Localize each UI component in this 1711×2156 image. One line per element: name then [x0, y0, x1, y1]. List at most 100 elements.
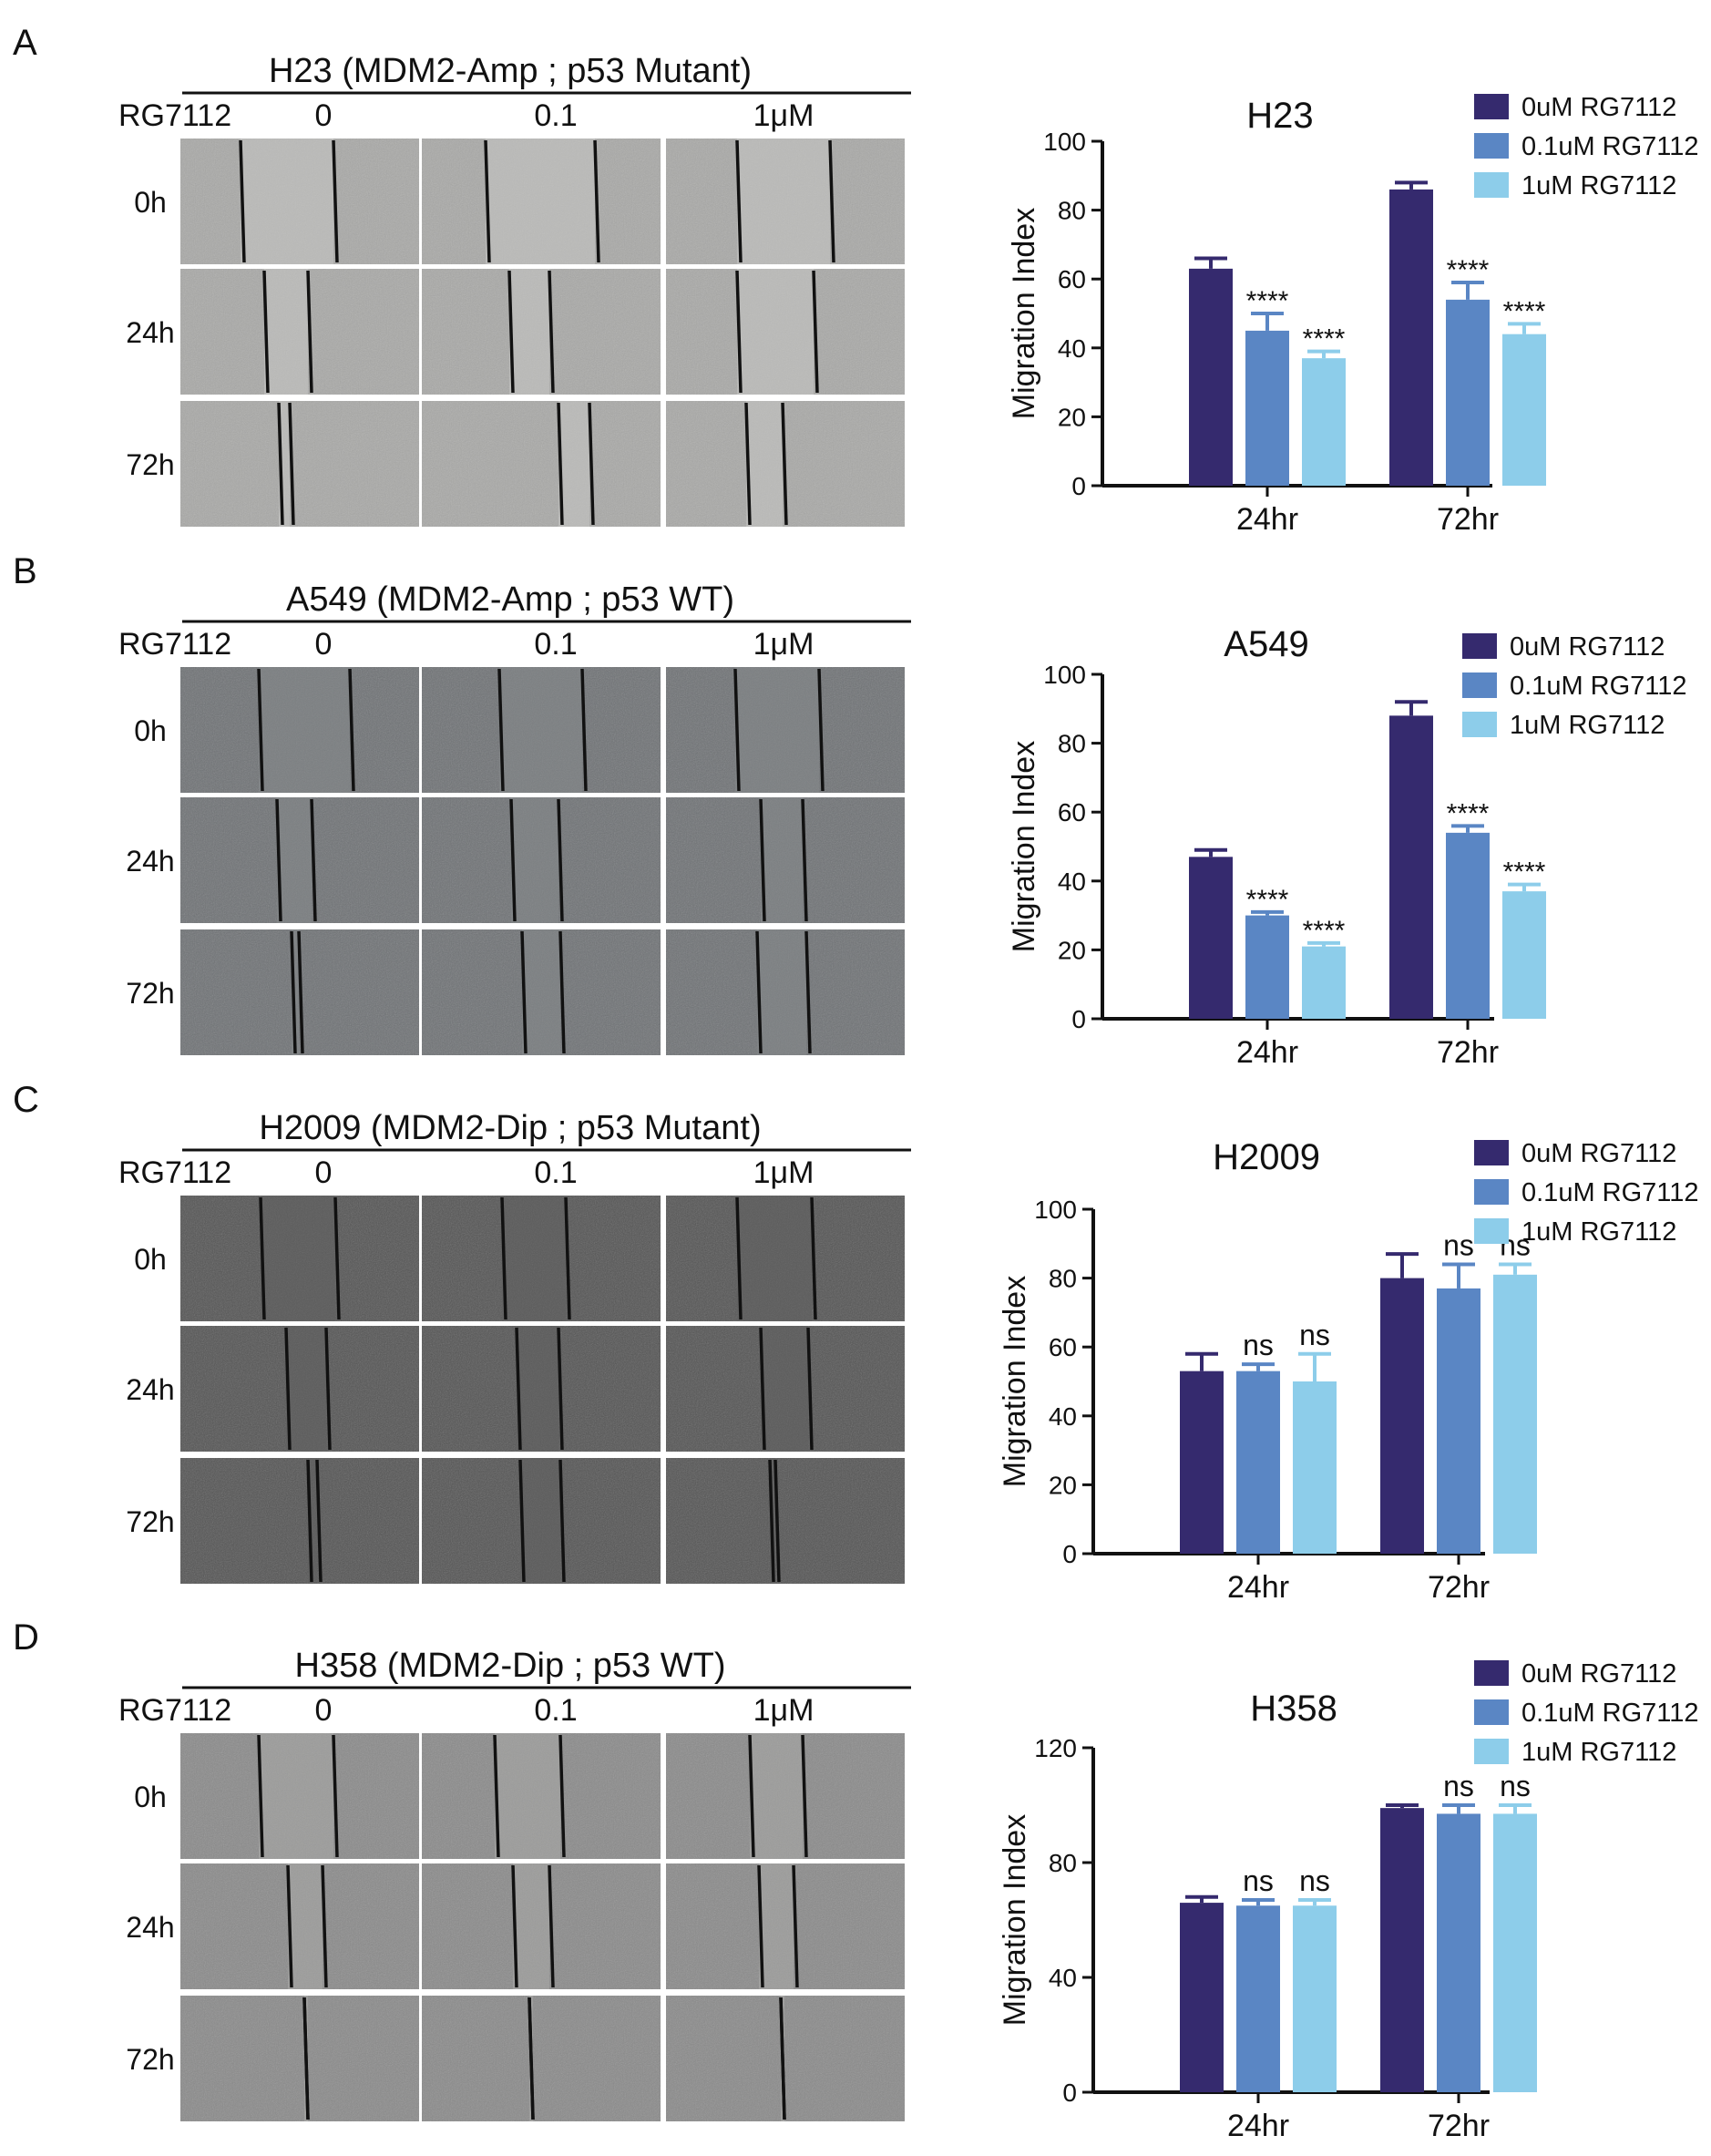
- image-panel-a: A H23 (MDM2-Amp ; p53 Mutant) RG7112 0 0.1 1μ…: [13, 23, 911, 527]
- time-label: 0h: [134, 1243, 167, 1276]
- y-axis-label: Migration Index: [998, 1814, 1032, 2026]
- bar: [1180, 1903, 1224, 2092]
- chart-title: H23: [1246, 96, 1313, 136]
- y-tick-label: 100: [1034, 1196, 1077, 1224]
- legend-label: 1uM RG7112: [1521, 171, 1676, 200]
- concentration-label: 0.1: [534, 98, 577, 133]
- scratch-image: [180, 797, 419, 923]
- chart-title: A549: [1224, 624, 1308, 664]
- y-tick-label: 20: [1058, 936, 1086, 964]
- legend-label: 0.1uM RG7112: [1510, 672, 1687, 701]
- wound-gap: [757, 929, 806, 1055]
- wound-gap: [558, 401, 589, 527]
- wound-gap: [761, 797, 803, 923]
- wound-edge-line: [548, 1864, 555, 1988]
- legend-swatch: [1474, 133, 1509, 159]
- legend-label: 0uM RG7112: [1521, 1139, 1676, 1168]
- time-label: 24h: [126, 1373, 174, 1406]
- significance-label: ns: [1299, 1864, 1330, 1897]
- x-tick-label: 72hr: [1437, 1035, 1499, 1070]
- wound-edge-line: [759, 1327, 766, 1451]
- wound-edge-line: [817, 668, 825, 792]
- significance-label: ns: [1500, 1770, 1531, 1802]
- wound-edge-line: [806, 1327, 814, 1451]
- wound-edge-line: [500, 1196, 507, 1320]
- bar: [1493, 1274, 1537, 1554]
- wound-edge-line: [275, 798, 282, 922]
- legend-swatch: [1474, 1140, 1509, 1165]
- wound-gap: [737, 139, 830, 264]
- wound-edge-line: [302, 1997, 310, 2120]
- wound-gap: [288, 1863, 323, 1989]
- wound-gap: [511, 797, 558, 923]
- legend-label: 0.1uM RG7112: [1521, 1699, 1699, 1728]
- bar: [1189, 268, 1233, 486]
- wound-edge-line: [744, 402, 752, 526]
- wound-gap: [308, 1458, 317, 1584]
- wound-edge-line: [493, 1734, 500, 1858]
- y-tick-label: 40: [1058, 334, 1086, 363]
- bar: [1446, 832, 1490, 1019]
- significance-label: ****: [1246, 286, 1289, 316]
- y-tick-label: 120: [1034, 1734, 1077, 1762]
- wound-edge-line: [774, 1459, 781, 1583]
- wound-gap: [737, 269, 814, 395]
- scratch-image: [666, 1458, 905, 1584]
- wound-edge-line: [507, 270, 515, 394]
- bar: [1437, 1288, 1480, 1554]
- wound-edge-line: [759, 798, 766, 922]
- wound-edge-line: [284, 1327, 292, 1451]
- bar: [1389, 715, 1433, 1019]
- image-panel-b: B A549 (MDM2-Amp ; p53 WT) RG7112 0 0.1 1μM 0h…: [13, 551, 911, 1055]
- y-tick-label: 60: [1058, 265, 1086, 293]
- cell-texture: [666, 1458, 905, 1584]
- bar: [1493, 1813, 1537, 2092]
- significance-label: ns: [1243, 1864, 1274, 1897]
- y-tick-label: 20: [1049, 1471, 1077, 1499]
- scratch-image: [422, 1326, 661, 1452]
- y-tick-label: 100: [1043, 128, 1086, 156]
- wound-edge-line: [257, 1734, 264, 1858]
- concentration-label: 0.1: [534, 1155, 577, 1190]
- wound-gap: [259, 1733, 333, 1859]
- y-axis-label: Migration Index: [998, 1276, 1032, 1487]
- wound-gap: [737, 1196, 812, 1321]
- bar: [1446, 299, 1490, 486]
- wound-edge-line: [557, 1327, 564, 1451]
- wound-edge-line: [735, 270, 743, 394]
- wound-edge-line: [528, 1997, 535, 2120]
- panel-header: H23 (MDM2-Amp ; p53 Mutant): [269, 52, 752, 90]
- scratch-image: [666, 401, 905, 527]
- wound-gap: [517, 1326, 558, 1452]
- legend-swatch: [1474, 172, 1509, 198]
- scratch-image: [666, 1863, 905, 1989]
- concentration-label: 0.1: [534, 627, 577, 662]
- wound-edge-line: [757, 1864, 764, 1988]
- bar-chart-h23: H23 Migration Index 0 20 40 60 80 100 24hr **** **…: [1007, 93, 1699, 537]
- y-tick-label: 80: [1058, 730, 1086, 758]
- panel-letter: A: [13, 23, 37, 63]
- wound-gap: [277, 797, 312, 923]
- scratch-image: [422, 269, 661, 395]
- wound-edge-line: [310, 798, 317, 922]
- bar: [1293, 1381, 1337, 1554]
- chart-title: H2009: [1213, 1137, 1320, 1177]
- time-label: 72h: [126, 1505, 174, 1538]
- significance-label: ns: [1443, 1228, 1474, 1261]
- legend-swatch: [1474, 94, 1509, 119]
- drug-label: RG7112: [118, 627, 231, 662]
- scratch-image: [180, 269, 419, 395]
- legend-label: 0uM RG7112: [1521, 1659, 1676, 1689]
- concentration-label: 0: [315, 1693, 333, 1728]
- y-tick-label: 0: [1071, 472, 1086, 500]
- significance-label: ns: [1443, 1770, 1474, 1802]
- cell-texture: [422, 1996, 661, 2121]
- y-tick-label: 80: [1049, 1265, 1077, 1293]
- scratch-image: [422, 797, 661, 923]
- wound-edge-line: [558, 1459, 566, 1583]
- significance-label: ns: [1299, 1319, 1330, 1351]
- drug-label: RG7112: [118, 1155, 231, 1190]
- wound-edge-line: [828, 139, 835, 263]
- cell-texture: [180, 1996, 419, 2121]
- time-label: 24h: [126, 845, 174, 878]
